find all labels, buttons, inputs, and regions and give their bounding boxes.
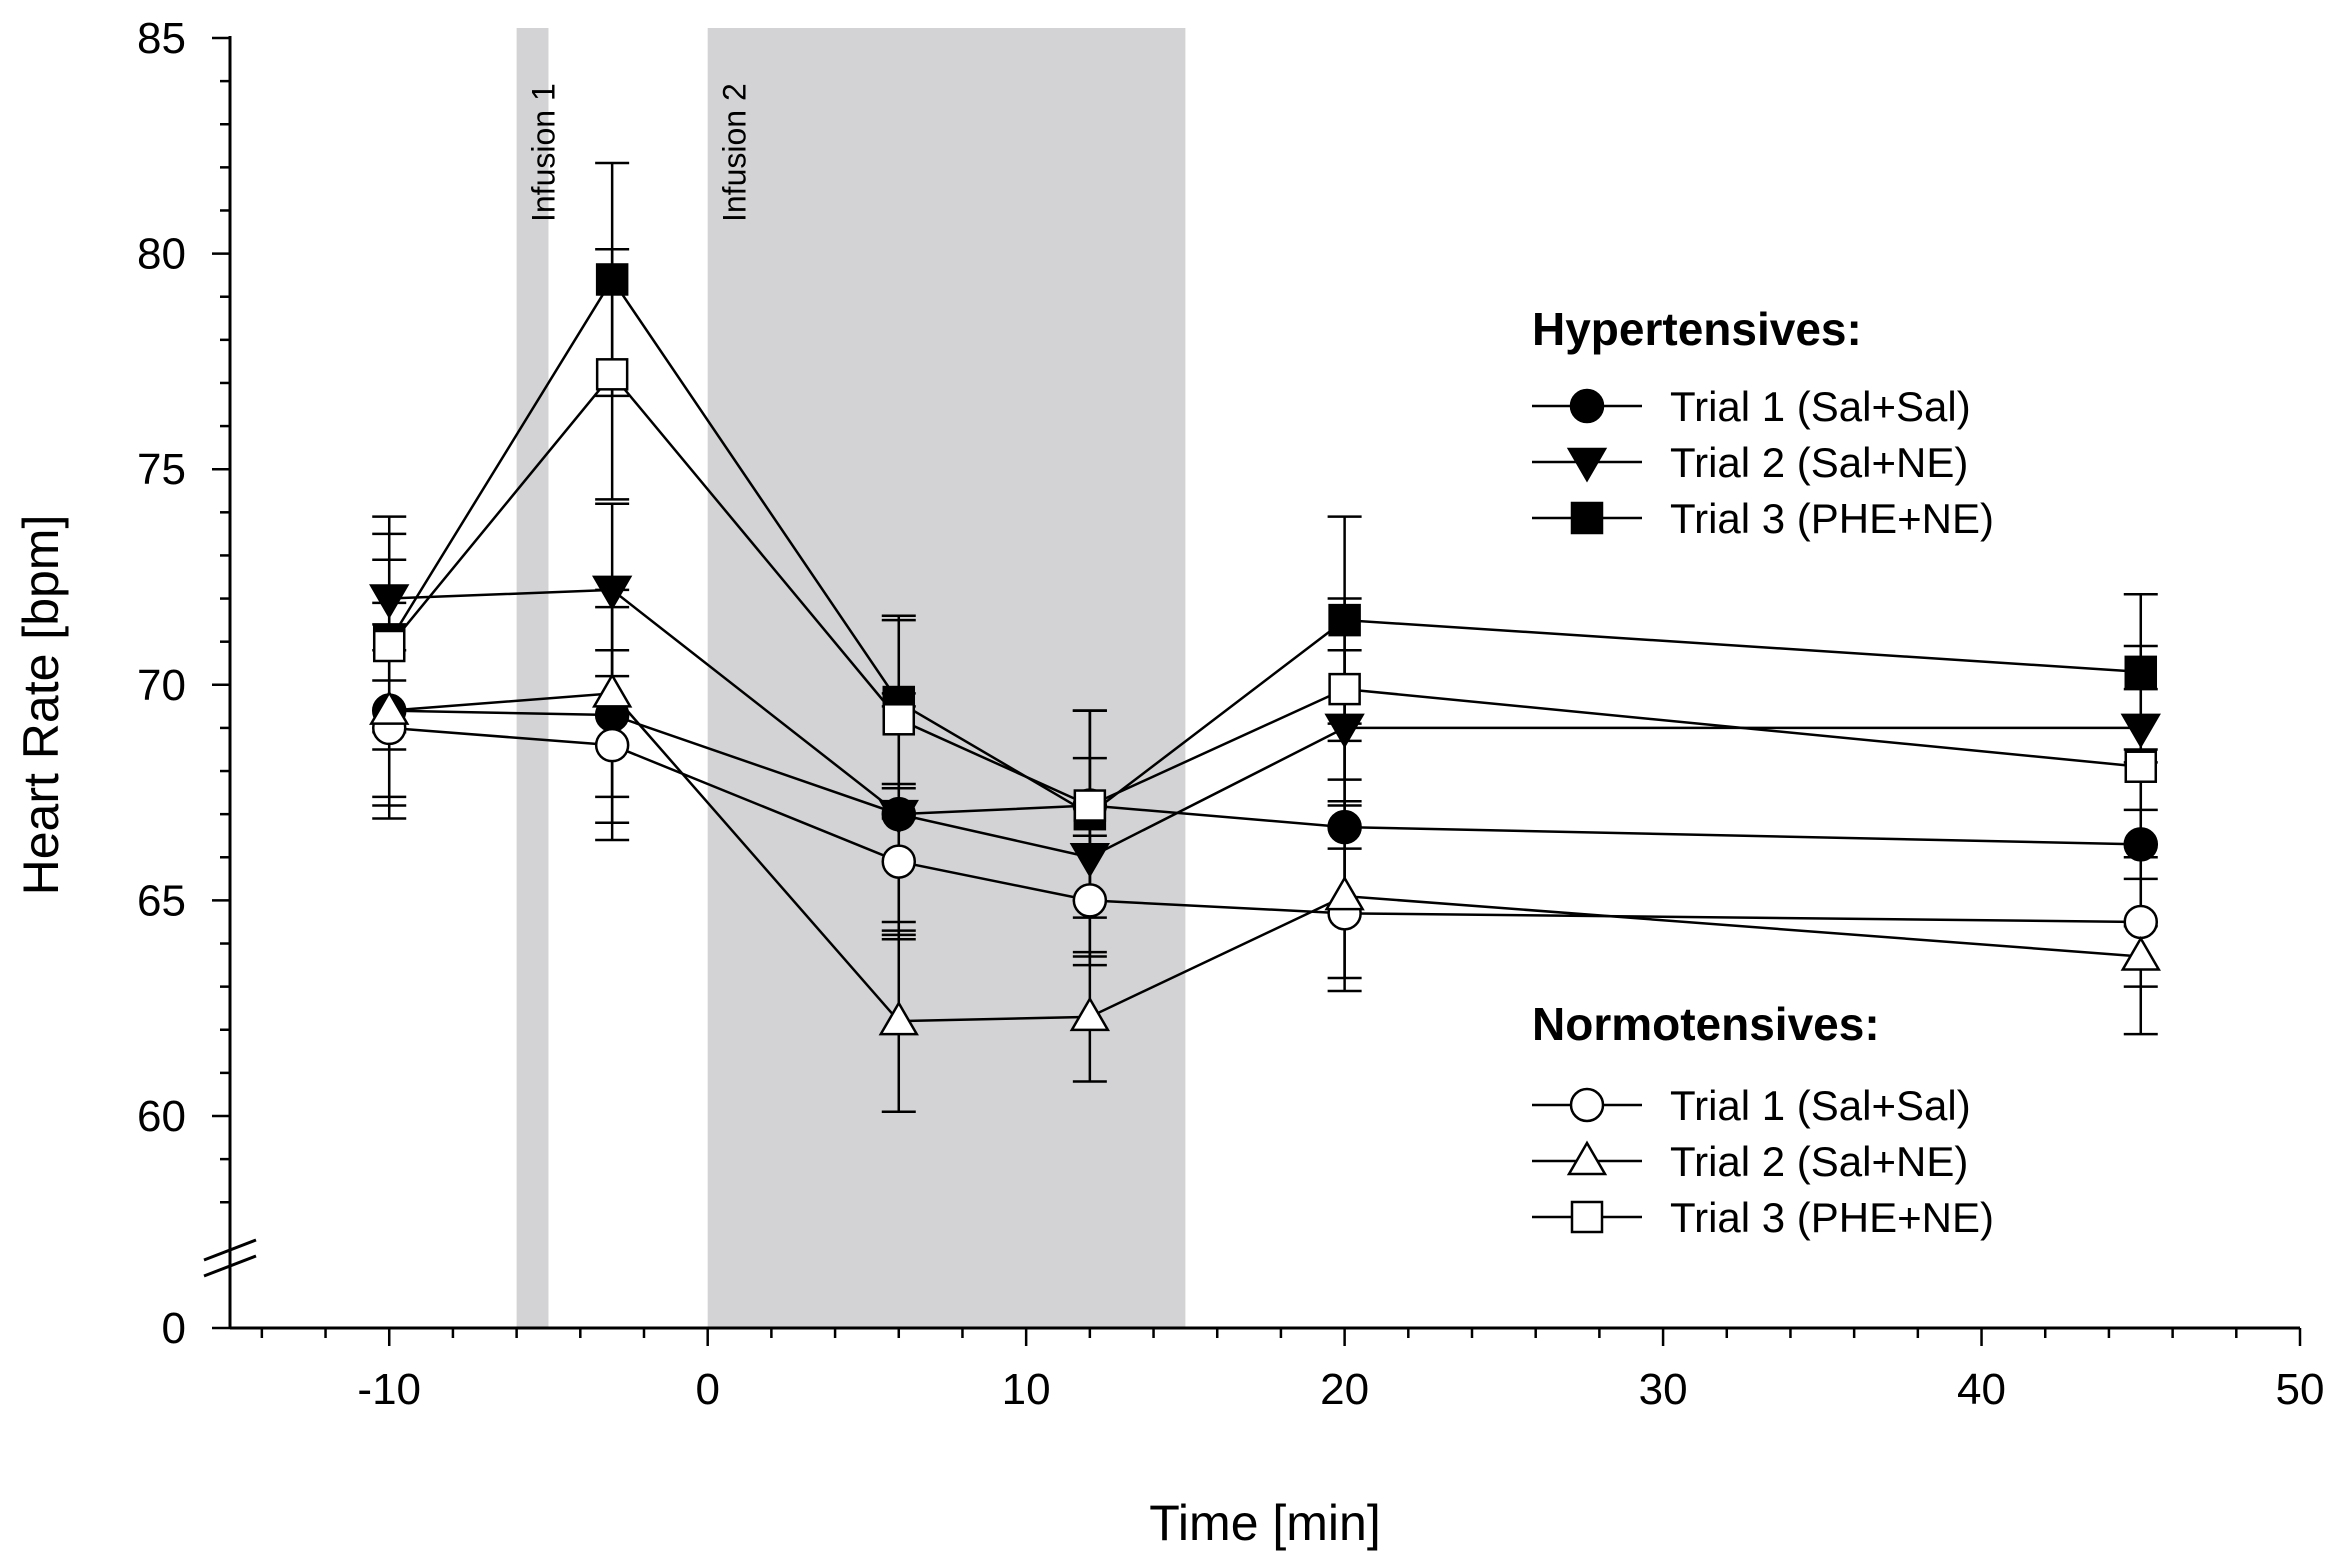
legend-group-title: Normotensives:: [1532, 998, 1880, 1050]
data-point-series-5: [591, 672, 633, 708]
data-point-series-3: [2124, 655, 2158, 689]
x-tick-label: 40: [1957, 1365, 2006, 1414]
legend-entry-label: Trial 2 (Sal+NE): [1670, 439, 1968, 486]
data-point-series-6: [882, 703, 916, 736]
y-tick-label: 75: [137, 445, 186, 494]
data-point-series-2: [591, 575, 633, 611]
legend-group-title: Hypertensives:: [1532, 303, 1862, 355]
data-point-series-5: [2120, 935, 2161, 971]
data-point-series-4: [594, 727, 630, 763]
infusion-shading: Infusion 1 Infusion 2: [516, 28, 1186, 1328]
data-point-series-2: [369, 584, 410, 620]
data-point-series-6: [595, 358, 629, 391]
legend: Hypertensives: Trial 1 (Sal+Sal) Trial 2 (…: [1532, 303, 1994, 1241]
axis-break-mark: [203, 1238, 257, 1262]
legend-entry-label: Trial 3 (PHE+NE): [1670, 495, 1994, 542]
series-line-4: [389, 726, 2141, 924]
y-tick-label: 65: [137, 876, 186, 925]
series-markers: [369, 263, 2161, 1036]
y-tick-label: 70: [137, 661, 186, 710]
data-point-series-6: [372, 629, 406, 663]
data-series: [369, 161, 2161, 1113]
series-line-1: [389, 709, 2141, 846]
legend-entry-label: Trial 1 (Sal+Sal): [1670, 383, 1971, 430]
legend-entry-label: Trial 3 (PHE+NE): [1670, 1194, 1994, 1241]
data-point-series-5: [1324, 875, 1365, 911]
legend-entry-label: Trial 2 (Sal+NE): [1670, 1138, 1968, 1185]
series-line-2: [389, 588, 2141, 859]
data-point-series-3: [595, 263, 629, 296]
infusion-region-2: [707, 28, 1186, 1328]
data-point-series-5: [878, 1000, 919, 1036]
y-axis-title: Heart Rate [bpm]: [13, 515, 69, 896]
data-point-series-4: [881, 844, 917, 879]
x-tick-label: -10: [357, 1365, 421, 1414]
legend-marker: [1570, 1200, 1604, 1234]
legend-marker: [1570, 501, 1604, 535]
infusion-region-1: [516, 28, 549, 1328]
x-tick-label: 10: [1002, 1365, 1051, 1414]
data-point-series-5: [1069, 996, 1111, 1032]
y-tick-label: 85: [137, 14, 186, 63]
data-point-series-2: [2120, 713, 2161, 749]
x-tick-label: 0: [695, 1365, 719, 1414]
x-tick-label: 20: [1320, 1365, 1369, 1414]
data-point-series-4: [1072, 883, 1108, 918]
y-break-tick-label: 0: [162, 1304, 186, 1353]
data-point-series-2: [1324, 713, 1365, 749]
data-point-series-6: [1328, 672, 1361, 706]
series-line-6: [388, 372, 2141, 807]
y-tick-label: 80: [137, 230, 186, 279]
y-tick-label: 60: [137, 1092, 186, 1141]
series-line-5: [389, 692, 2141, 1023]
legend-marker: [1569, 388, 1605, 424]
data-point-series-4: [2123, 904, 2159, 940]
infusion-label-1: Infusion 1: [526, 83, 562, 222]
legend-entry-label: Trial 1 (Sal+Sal): [1670, 1082, 1971, 1129]
data-point-series-2: [1069, 843, 1111, 878]
data-point-series-3: [1328, 603, 1361, 637]
infusion-label-2: Infusion 2: [717, 83, 753, 222]
x-tick-label: 50: [2276, 1365, 2325, 1414]
data-point-series-2: [878, 799, 919, 835]
data-point-series-1: [1327, 809, 1362, 845]
legend-marker: [1566, 1140, 1608, 1176]
data-point-series-1: [2123, 827, 2159, 862]
data-point-series-6: [1073, 789, 1107, 822]
series-line-3: [388, 277, 2141, 816]
x-axis-title: Time [min]: [1149, 1495, 1381, 1551]
x-tick-label: 30: [1639, 1365, 1688, 1414]
data-point-series-6: [2124, 750, 2158, 783]
legend-marker: [1569, 1087, 1605, 1123]
series-lines: [388, 277, 2141, 1023]
axes: -10 0 10 20 30 40 50 60 65 70 75 80 85 0: [137, 14, 2324, 1414]
legend-marker: [1566, 447, 1608, 483]
axis-break-mark: [203, 1254, 257, 1278]
data-point-series-5: [369, 690, 410, 725]
